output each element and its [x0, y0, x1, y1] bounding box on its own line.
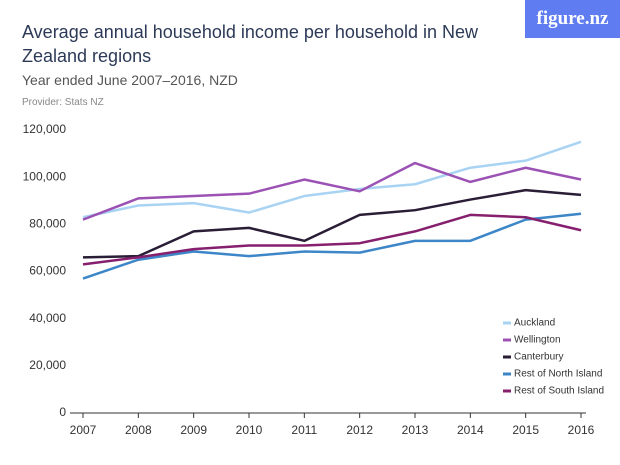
source: Provider: Stats NZ: [22, 97, 104, 108]
legend-label: Canterbury: [514, 352, 563, 363]
y-tick-label: 100,000: [23, 169, 67, 183]
y-tick-label: 60,000: [29, 264, 66, 278]
x-tick-label: 2010: [236, 423, 263, 437]
x-tick-label: 2009: [180, 423, 207, 437]
y-tick-label: 20,000: [29, 358, 66, 372]
legend-label: Auckland: [514, 318, 555, 329]
x-tick-label: 2016: [568, 423, 595, 437]
legend-label: Rest of South Island: [514, 386, 604, 397]
chart-title: Average annual household income per hous…: [22, 22, 478, 66]
line-series: [82, 213, 582, 266]
chart-subtitle: Year ended June 2007–2016, NZD: [22, 72, 238, 88]
line-series: [82, 140, 582, 219]
x-tick-label: 2011: [291, 423, 317, 437]
legend-label: Rest of North Island: [514, 369, 602, 380]
legend-label: Wellington: [514, 335, 561, 346]
x-tick-label: 2007: [70, 423, 97, 437]
logo[interactable]: figure.nz: [525, 0, 620, 38]
line-series: [82, 161, 582, 221]
x-tick-label: 2012: [346, 423, 373, 437]
x-tick-label: 2013: [402, 423, 429, 437]
y-tick-label: 40,000: [29, 311, 66, 325]
y-tick-label: 120,000: [23, 122, 67, 136]
y-tick-label: 80,000: [29, 217, 66, 231]
x-tick-label: 2015: [512, 423, 539, 437]
x-tick-label: 2014: [457, 423, 484, 437]
line-series: [82, 188, 582, 259]
line-series: [82, 212, 582, 280]
y-tick-label: 0: [59, 405, 66, 419]
x-tick-label: 2008: [125, 423, 152, 437]
